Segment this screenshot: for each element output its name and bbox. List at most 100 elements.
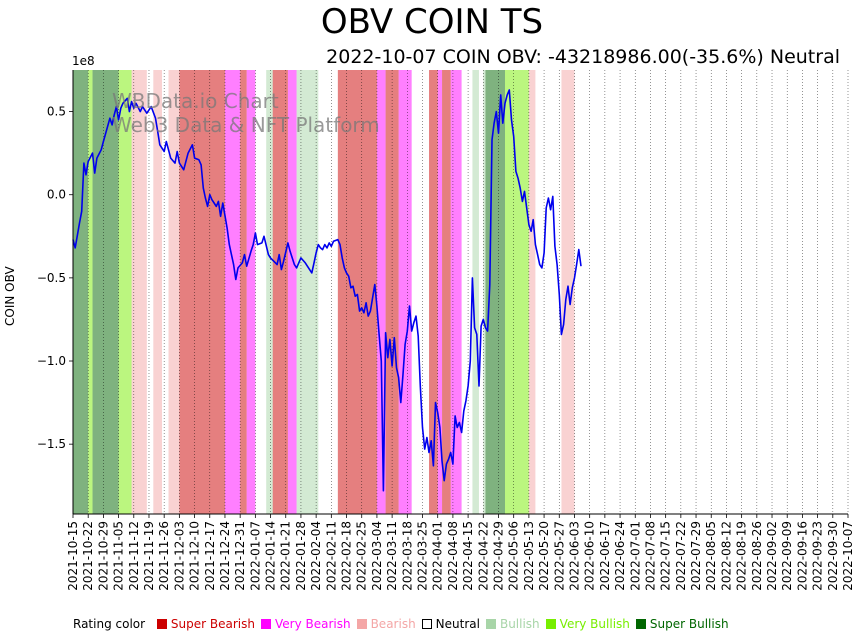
x-tick-label: 2022-02-25: [355, 521, 369, 591]
x-tick-label: 2022-09-09: [780, 521, 794, 591]
x-tick-label: 2022-09-23: [811, 521, 825, 591]
x-tick-label: 2022-08-26: [750, 521, 764, 591]
x-tick-label: 2022-03-25: [416, 521, 430, 591]
rating-band: [224, 70, 241, 514]
rating-band: [246, 70, 256, 514]
rating-band: [179, 70, 225, 514]
rating-legend: Rating color Super Bearish Very Bearish Be…: [73, 617, 729, 631]
y-tick-label: 0.5: [47, 105, 66, 119]
legend-item: Super Bullish: [630, 617, 729, 631]
legend-item-label: Bearish: [370, 617, 416, 631]
x-tick-label: 2022-04-15: [461, 521, 475, 591]
x-tick-label: 2022-10-07: [841, 521, 855, 591]
x-tick-label: 2022-06-17: [598, 521, 612, 591]
legend-item: Super Bearish: [151, 617, 255, 631]
x-tick-label: 2022-01-07: [248, 521, 262, 591]
x-tick-label: 2022-06-10: [583, 521, 597, 591]
x-tick-label: 2022-04-22: [476, 521, 490, 591]
x-tick-label: 2022-06-24: [613, 521, 627, 591]
legend-swatch: [260, 619, 271, 629]
rating-band: [483, 70, 486, 514]
x-tick-label: 2022-07-15: [659, 521, 673, 591]
x-tick-label: 2022-05-13: [522, 521, 536, 591]
x-tick-label: 2021-10-15: [66, 521, 80, 591]
rating-band: [153, 70, 163, 514]
x-tick-label: 2022-03-11: [385, 521, 399, 591]
axes: 2021-10-15 2021-10-22 2021-10-29 2021-11-05…: [37, 70, 855, 591]
y-tick-label: −1.5: [37, 437, 66, 451]
rating-band: [442, 70, 451, 514]
legend-item-label: Bullish: [499, 617, 540, 631]
x-tick-label: 2022-09-16: [795, 521, 809, 591]
rating-band: [296, 70, 319, 514]
rating-band: [73, 70, 89, 514]
rating-band: [88, 70, 93, 514]
rating-band: [485, 70, 506, 514]
rating-band: [472, 70, 479, 514]
x-tick-label: 2022-08-05: [704, 521, 718, 591]
y-axis-label: COIN OBV: [3, 266, 17, 326]
x-tick-label: 2022-09-02: [765, 521, 779, 591]
legend-swatch: [545, 619, 556, 629]
obv-series: [72, 89, 582, 492]
watermark-line1: WBData.io Chart: [112, 89, 279, 113]
rating-band: [450, 70, 462, 514]
x-tick-label: 2021-10-22: [81, 521, 95, 591]
x-tick-label: 2021-12-17: [203, 521, 217, 591]
chart-subtitle: 2022-10-07 COIN OBV: -43218986.00(-35.6%…: [326, 46, 840, 68]
rating-band: [505, 70, 529, 514]
x-tick-label: 2021-12-03: [172, 521, 186, 591]
rating-bands: [73, 70, 575, 514]
legend-label: Rating color: [73, 617, 146, 631]
legend-item-label: Neutral: [435, 617, 480, 631]
legend-item-label: Very Bullish: [559, 617, 630, 631]
watermark-line2: Web3 Data & NFT Platform: [112, 113, 380, 137]
x-tick-label: 2022-02-04: [309, 521, 323, 591]
legend-swatch: [356, 619, 367, 629]
x-grid: [72, 70, 849, 514]
legend-item: Bullish: [480, 617, 540, 631]
x-tick-label: 2022-05-20: [537, 521, 551, 591]
x-tick-label: 2022-07-08: [643, 521, 657, 591]
x-tick-label: 2022-07-22: [674, 521, 688, 591]
legend-item: Bearish: [351, 617, 416, 631]
x-tick-label: 2021-12-31: [233, 521, 247, 591]
x-tick-label: 2022-02-18: [340, 521, 354, 591]
x-tick-label: 2022-07-29: [689, 521, 703, 591]
y-tick-label: 0.0: [47, 188, 66, 202]
x-tick-label: 2022-02-11: [324, 521, 338, 591]
x-tick-label: 2021-11-05: [112, 521, 126, 591]
rating-band: [376, 70, 386, 514]
rating-band: [266, 70, 273, 514]
x-tick-label: 2021-12-10: [188, 521, 202, 591]
x-tick-label: 2021-12-24: [218, 521, 232, 591]
legend-item: Very Bearish: [255, 617, 351, 631]
x-tick-label: 2022-04-29: [491, 521, 505, 591]
legend-item-label: Super Bearish: [170, 617, 255, 631]
legend-item-label: Super Bullish: [649, 617, 729, 631]
x-tick-label: 2022-08-12: [719, 521, 733, 591]
x-tick-label: 2022-05-27: [552, 521, 566, 591]
x-tick-label: 2022-01-21: [279, 521, 293, 591]
x-tick-label: 2022-08-19: [735, 521, 749, 591]
rating-band: [240, 70, 247, 514]
rating-band: [437, 70, 443, 514]
x-tick-label: 2021-11-19: [142, 521, 156, 591]
x-tick-label: 2022-03-18: [400, 521, 414, 591]
rating-band: [272, 70, 288, 514]
x-tick-label: 2022-04-01: [431, 521, 445, 591]
legend-swatch: [156, 619, 167, 629]
y-multiplier: 1e8: [72, 54, 95, 68]
y-tick-label: −1.0: [37, 354, 66, 368]
rating-band: [398, 70, 412, 514]
obv-line: [72, 89, 582, 492]
rating-band: [287, 70, 297, 514]
x-tick-label: 2022-03-04: [370, 521, 384, 591]
legend-item: Neutral: [416, 617, 480, 631]
x-tick-label: 2021-11-26: [157, 521, 171, 591]
x-tick-label: 2022-01-28: [294, 521, 308, 591]
legend-item-label: Very Bearish: [274, 617, 351, 631]
rating-band: [528, 70, 536, 514]
x-tick-label: 2022-01-14: [264, 521, 278, 591]
